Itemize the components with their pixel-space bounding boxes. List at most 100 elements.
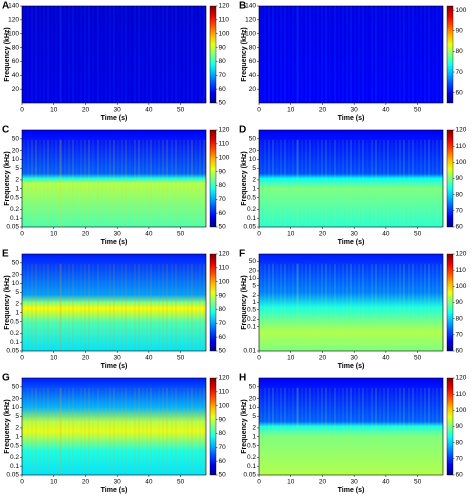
y-tick-label: 1: [252, 299, 256, 306]
x-tick-label: 0: [20, 479, 24, 486]
colorbar-tick-label: 70: [456, 456, 464, 463]
colorbar-tick-label: 80: [219, 58, 227, 65]
colorbar-tick-label: 90: [219, 292, 227, 299]
colorbar-tick-label: 60: [219, 458, 227, 465]
colorbar-tick-label: 80: [456, 48, 464, 55]
spectrogram-image: [22, 378, 206, 475]
x-tick-label: 50: [414, 479, 422, 486]
plot-frame: [21, 5, 207, 104]
y-tick-label: 0.5: [10, 318, 19, 325]
colorbar-tick-label: 100: [219, 154, 230, 161]
y-tick-label: 10: [249, 275, 257, 282]
colorbar-tick-label: 110: [219, 265, 230, 272]
colorbar-tick-label: 120: [219, 3, 230, 10]
colorbar: [209, 253, 217, 352]
colorbar-tick-label: 70: [219, 320, 227, 327]
colorbar-tick-label: 80: [219, 306, 227, 313]
colorbar-tick-label: 120: [219, 251, 230, 258]
spectrogram-image: [22, 254, 206, 351]
plot-frame: [258, 5, 444, 104]
colorbar: [446, 377, 454, 476]
spectrogram-image: [259, 130, 443, 227]
spectrogram-image: [259, 6, 443, 103]
y-tick-label: 60: [249, 58, 257, 65]
x-tick-label: 20: [82, 355, 90, 362]
colorbar-tick-label: 120: [456, 375, 467, 382]
colorbar-tick-label: 80: [219, 430, 227, 437]
y-tick-label: 0.05: [6, 472, 19, 479]
panel-label: B: [239, 1, 246, 12]
panel-label: E: [2, 249, 9, 260]
y-axis-label: Frequency (kHz): [241, 399, 248, 453]
y-tick-label: 20: [249, 147, 257, 154]
y-tick-label: 1: [252, 185, 256, 192]
colorbar-tick-label: 60: [456, 348, 464, 355]
x-tick-label: 50: [414, 355, 422, 362]
colorbar-tick-label: 90: [456, 423, 464, 430]
plot-frame: [258, 129, 444, 228]
x-tick-label: 30: [351, 355, 359, 362]
y-tick-label: 0.5: [247, 307, 256, 314]
x-tick-label: 10: [50, 231, 58, 238]
y-tick-label: 0.1: [247, 215, 256, 222]
x-axis-label: Time (s): [101, 363, 128, 370]
colorbar: [209, 5, 217, 104]
x-tick-label: 20: [319, 479, 327, 486]
x-tick-label: 10: [50, 479, 58, 486]
colorbar-tick-label: 110: [456, 267, 467, 274]
x-tick-label: 50: [177, 231, 185, 238]
y-tick-label: 20: [249, 268, 257, 275]
colorbar-tick-label: 120: [219, 127, 230, 134]
x-tick-label: 20: [319, 231, 327, 238]
y-tick-label: 0.5: [10, 442, 19, 449]
colorbar-tick-label: 80: [219, 182, 227, 189]
plot-frame: [21, 377, 207, 476]
y-tick-label: 20: [12, 86, 20, 93]
x-tick-label: 20: [82, 231, 90, 238]
y-tick-label: 10: [249, 404, 257, 411]
y-tick-label: 1: [252, 433, 256, 440]
colorbar-tick-label: 60: [219, 210, 227, 217]
x-tick-label: 40: [145, 107, 153, 114]
colorbar-tick-label: 70: [456, 332, 464, 339]
y-axis-label: Frequency (kHz): [4, 399, 11, 453]
plot-frame: [21, 253, 207, 352]
colorbar-tick-label: 100: [456, 159, 467, 166]
y-tick-label: 20: [12, 147, 20, 154]
x-tick-label: 10: [287, 355, 295, 362]
y-tick-label: 100: [245, 30, 256, 37]
y-tick-label: 40: [249, 72, 257, 79]
x-tick-label: 50: [414, 107, 422, 114]
y-tick-label: 0.5: [10, 194, 19, 201]
x-tick-label: 40: [145, 479, 153, 486]
spectrogram-image: [259, 378, 443, 475]
x-tick-label: 40: [382, 107, 390, 114]
x-axis-label: Time (s): [338, 115, 365, 122]
panel-label: A: [2, 1, 9, 12]
x-tick-label: 0: [20, 231, 24, 238]
colorbar-tick-label: 70: [219, 196, 227, 203]
panel-label: H: [239, 373, 246, 384]
y-tick-label: 5: [15, 165, 19, 172]
colorbar: [446, 129, 454, 228]
x-tick-label: 30: [351, 107, 359, 114]
y-tick-label: 5: [15, 413, 19, 420]
y-axis-label: Frequency (kHz): [4, 27, 11, 81]
y-tick-label: 0.2: [10, 206, 19, 213]
y-tick-label: 2: [15, 177, 19, 184]
colorbar-tick-label: 90: [456, 175, 464, 182]
y-tick-label: 0.2: [10, 454, 19, 461]
spectrogram-image: [22, 130, 206, 227]
colorbar-tick-label: 70: [456, 208, 464, 215]
colorbar-tick-label: 70: [219, 444, 227, 451]
x-axis-label: Time (s): [101, 239, 128, 246]
y-tick-label: 0.2: [247, 206, 256, 213]
y-tick-label: 50: [249, 258, 257, 265]
y-tick-label: 60: [12, 58, 20, 65]
y-axis-label: Frequency (kHz): [241, 151, 248, 205]
colorbar-tick-label: 110: [219, 17, 230, 24]
colorbar-tick-label: 100: [456, 7, 467, 14]
y-tick-label: 120: [245, 17, 256, 24]
x-tick-label: 20: [82, 107, 90, 114]
